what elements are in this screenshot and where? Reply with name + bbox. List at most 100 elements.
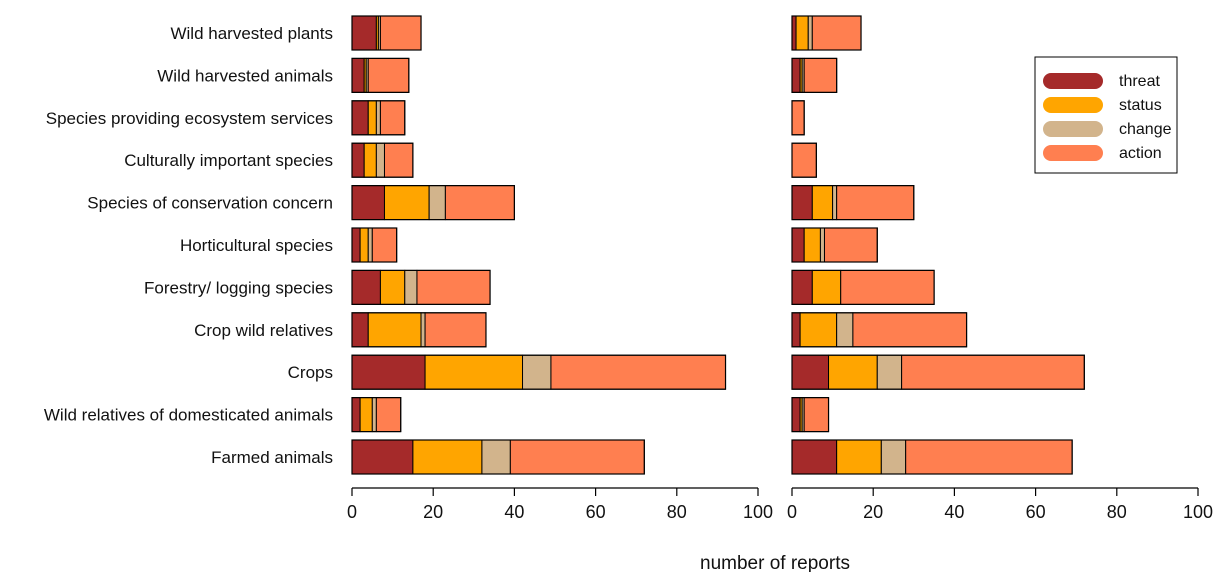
bar-segment-action	[367, 57, 410, 93]
bar-outline	[791, 185, 915, 221]
bar-segment-threat	[351, 227, 361, 263]
bar-outline	[791, 269, 935, 305]
bar-segment-status	[799, 312, 838, 348]
bar-outline	[791, 354, 1085, 390]
bar-segment-status	[795, 15, 809, 51]
bar-segment-change	[876, 354, 903, 390]
legend-swatch-threat	[1043, 73, 1103, 89]
bar-segment-action	[836, 185, 915, 221]
bar-outline	[791, 57, 838, 94]
bar-outline	[791, 100, 805, 136]
bar-segment-threat	[351, 312, 369, 348]
bar-segment-action	[416, 269, 491, 305]
bar-segment-change	[375, 100, 381, 136]
x-tick-label: 0	[787, 502, 797, 522]
bar-segment-status	[828, 354, 878, 390]
bar-segment-threat	[791, 269, 813, 305]
bar-segment-change	[819, 227, 825, 263]
category-label: Horticultural species	[180, 236, 333, 255]
x-tick-label: 100	[743, 502, 773, 522]
x-tick-label: 40	[504, 502, 524, 522]
x-tick-label: 20	[863, 502, 883, 522]
bar-segment-status	[359, 227, 369, 263]
x-tick-label: 100	[1183, 502, 1213, 522]
bar-segment-action	[424, 312, 487, 348]
bar-segment-threat	[791, 185, 813, 221]
bar-segment-threat	[791, 397, 801, 433]
bar-segment-action	[509, 439, 645, 475]
bar-outline	[791, 397, 830, 433]
bar-segment-threat	[351, 57, 365, 93]
x-axis-title: number of reports	[700, 553, 850, 572]
bar-segment-action	[840, 269, 935, 305]
bar-outline	[351, 439, 645, 475]
bar-outline	[791, 227, 878, 263]
bar-segment-change	[880, 439, 907, 475]
bar-outline	[351, 312, 487, 348]
bar-segment-change	[404, 269, 418, 305]
x-tick-label: 60	[586, 502, 606, 522]
bar-segment-change	[371, 397, 377, 433]
bar-outline	[351, 142, 414, 178]
bar-segment-change	[375, 142, 385, 178]
bar-segment-action	[811, 15, 862, 51]
bar-segment-threat	[351, 185, 385, 221]
bar-segment-change	[420, 312, 426, 348]
legend-label-action: action	[1119, 145, 1162, 162]
bar-segment-change	[807, 15, 813, 51]
x-tick-label: 80	[1107, 502, 1127, 522]
x-tick-label: 20	[423, 502, 443, 522]
bar-segment-change	[367, 227, 373, 263]
bar-segment-threat	[791, 15, 797, 51]
bar-outline	[791, 142, 817, 178]
bar-segment-change	[428, 185, 446, 221]
bar-segment-action	[379, 15, 422, 51]
bar-segment-threat	[351, 142, 365, 178]
bar-segment-action	[791, 142, 817, 178]
bar-segment-status	[363, 142, 377, 178]
bar-segment-action	[379, 100, 406, 136]
bar-outline	[351, 269, 491, 305]
bar-segment-change	[522, 354, 552, 390]
bar-segment-threat	[351, 100, 369, 136]
bar-segment-status	[803, 227, 821, 263]
bar-segment-threat	[791, 227, 805, 263]
bar-segment-action	[383, 142, 414, 178]
category-label: Wild harvested plants	[170, 24, 333, 43]
bar-outline	[791, 15, 862, 51]
bar-segment-action	[791, 100, 805, 136]
bar-segment-status	[383, 185, 430, 221]
bar-segment-threat	[351, 15, 377, 51]
bar-outline	[351, 185, 515, 221]
x-tick-label: 40	[944, 502, 964, 522]
bar-outline	[351, 354, 727, 390]
bar-segment-status	[359, 397, 373, 433]
bar-outline	[791, 439, 1073, 475]
bar-segment-action	[444, 185, 515, 221]
left-panel: 0 20 40 60 80 100	[347, 15, 773, 522]
category-labels: Wild harvested plants Wild harvested anim…	[44, 24, 333, 467]
bar-segment-threat	[791, 57, 801, 93]
bar-segment-action	[371, 227, 398, 263]
bar-segment-status	[424, 354, 524, 390]
category-label: Species providing ecosystem services	[46, 109, 333, 128]
bar-segment-threat	[791, 354, 830, 390]
bar-segment-action	[803, 57, 838, 93]
bar-outline	[791, 312, 968, 348]
bar-segment-action	[905, 439, 1073, 475]
bar-segment-status	[811, 269, 842, 305]
x-tick-label: 60	[1026, 502, 1046, 522]
bar-outline	[351, 57, 410, 94]
right-panel: 0 20 40 60 80 100	[787, 15, 1213, 522]
bar-segment-action	[803, 397, 830, 433]
legend-swatch-action	[1043, 145, 1103, 161]
bar-segment-status	[811, 185, 834, 221]
bar-segment-change	[836, 312, 854, 348]
category-label: Forestry/ logging species	[144, 278, 333, 297]
legend: threat status change action	[1034, 56, 1178, 174]
bar-segment-action	[375, 397, 402, 433]
bar-outline	[351, 397, 402, 433]
legend-label-threat: threat	[1119, 73, 1160, 90]
bar-segment-change	[832, 185, 838, 221]
